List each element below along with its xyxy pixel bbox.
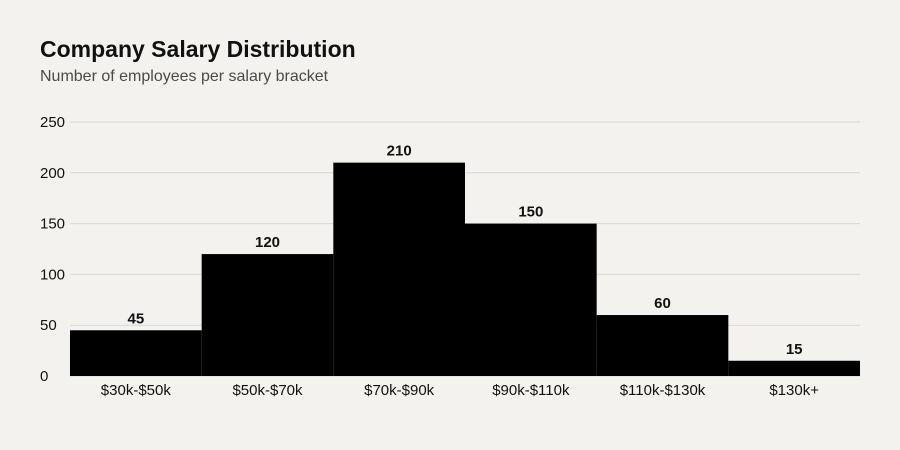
chart-subtitle: Number of employees per salary bracket	[40, 68, 329, 85]
data-label-4: 150	[518, 204, 543, 221]
x-axis-ticks: $30k-$50k $50k-$70k $70k-$90k $90k-$110k $11…	[101, 382, 819, 399]
data-label-6: 15	[786, 341, 803, 358]
y-tick-label: 200	[40, 165, 65, 182]
bar-2	[201, 254, 334, 376]
y-tick-label: 100	[40, 266, 65, 283]
x-tick-label: $130k+	[769, 382, 819, 399]
data-label-5: 60	[654, 295, 671, 312]
bar-6	[728, 360, 860, 376]
x-tick-label: $30k-$50k	[101, 382, 172, 399]
y-tick-label: 0	[40, 368, 48, 385]
data-labels: 45 120 210 150 60 15	[127, 143, 802, 358]
data-label-3: 210	[387, 143, 412, 160]
bar-1	[70, 330, 202, 376]
bar-4	[465, 223, 597, 376]
y-tick-label: 250	[40, 114, 65, 131]
data-label-1: 45	[127, 310, 144, 327]
bars	[70, 162, 860, 376]
y-axis-ticks: 0 50 100 150 200 250	[40, 114, 65, 385]
bar-3	[333, 162, 465, 376]
x-tick-label: $50k-$70k	[232, 382, 303, 399]
chart-title: Company Salary Distribution	[40, 36, 356, 62]
x-tick-label: $70k-$90k	[364, 382, 435, 399]
data-label-2: 120	[255, 234, 280, 251]
y-tick-label: 150	[40, 216, 65, 233]
x-tick-label: $110k-$130k	[620, 382, 706, 399]
y-tick-label: 50	[40, 317, 57, 334]
x-tick-label: $90k-$110k	[492, 382, 570, 399]
bar-5	[596, 315, 729, 376]
